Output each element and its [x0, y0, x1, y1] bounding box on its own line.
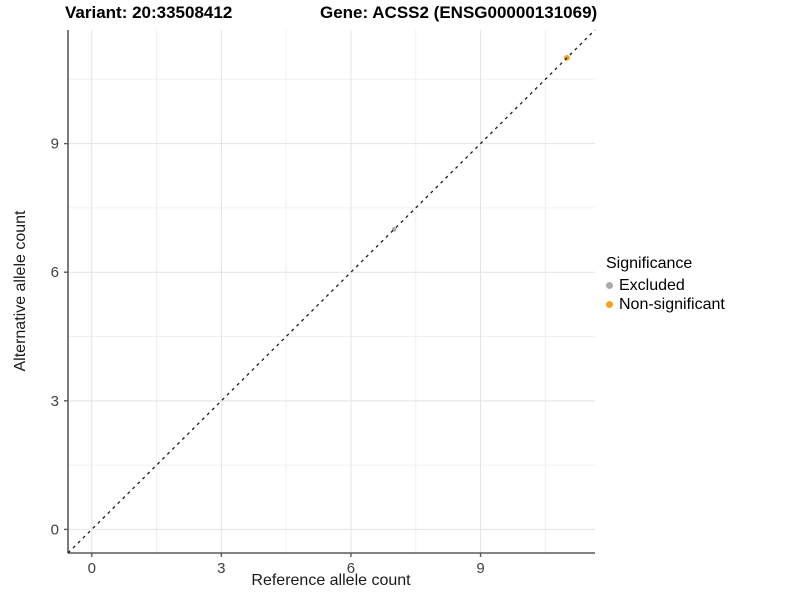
y-tick-label: 0 [51, 521, 59, 538]
y-tick-label: 6 [51, 264, 59, 281]
legend-title: Significance [606, 255, 693, 272]
y-axis-title: Alternative allele count [12, 210, 29, 372]
x-axis-title: Reference allele count [251, 572, 411, 589]
y-tick-label: 9 [51, 136, 59, 153]
legend-item-non-significant: Non-significant [606, 295, 725, 314]
x-tick-label: 6 [347, 560, 355, 577]
legend-dot-icon [606, 301, 613, 308]
identity-dashed-line [67, 29, 596, 554]
legend-dot-icon [606, 282, 613, 289]
legend-item-label: Non-significant [619, 295, 725, 313]
legend: Significance Excluded Non-significant [606, 255, 725, 314]
gene-title: Gene: ACSS2 (ENSG00000131069) [320, 3, 598, 22]
y-tick-label: 3 [51, 393, 59, 410]
x-tick-label: 0 [88, 560, 96, 577]
x-tick-label: 3 [217, 560, 225, 577]
legend-item-excluded: Excluded [606, 276, 725, 295]
legend-item-label: Excluded [619, 276, 685, 294]
variant-title: Variant: 20:33508412 [65, 3, 233, 22]
legend-items: Excluded Non-significant [606, 276, 725, 314]
x-tick-label: 9 [476, 560, 484, 577]
